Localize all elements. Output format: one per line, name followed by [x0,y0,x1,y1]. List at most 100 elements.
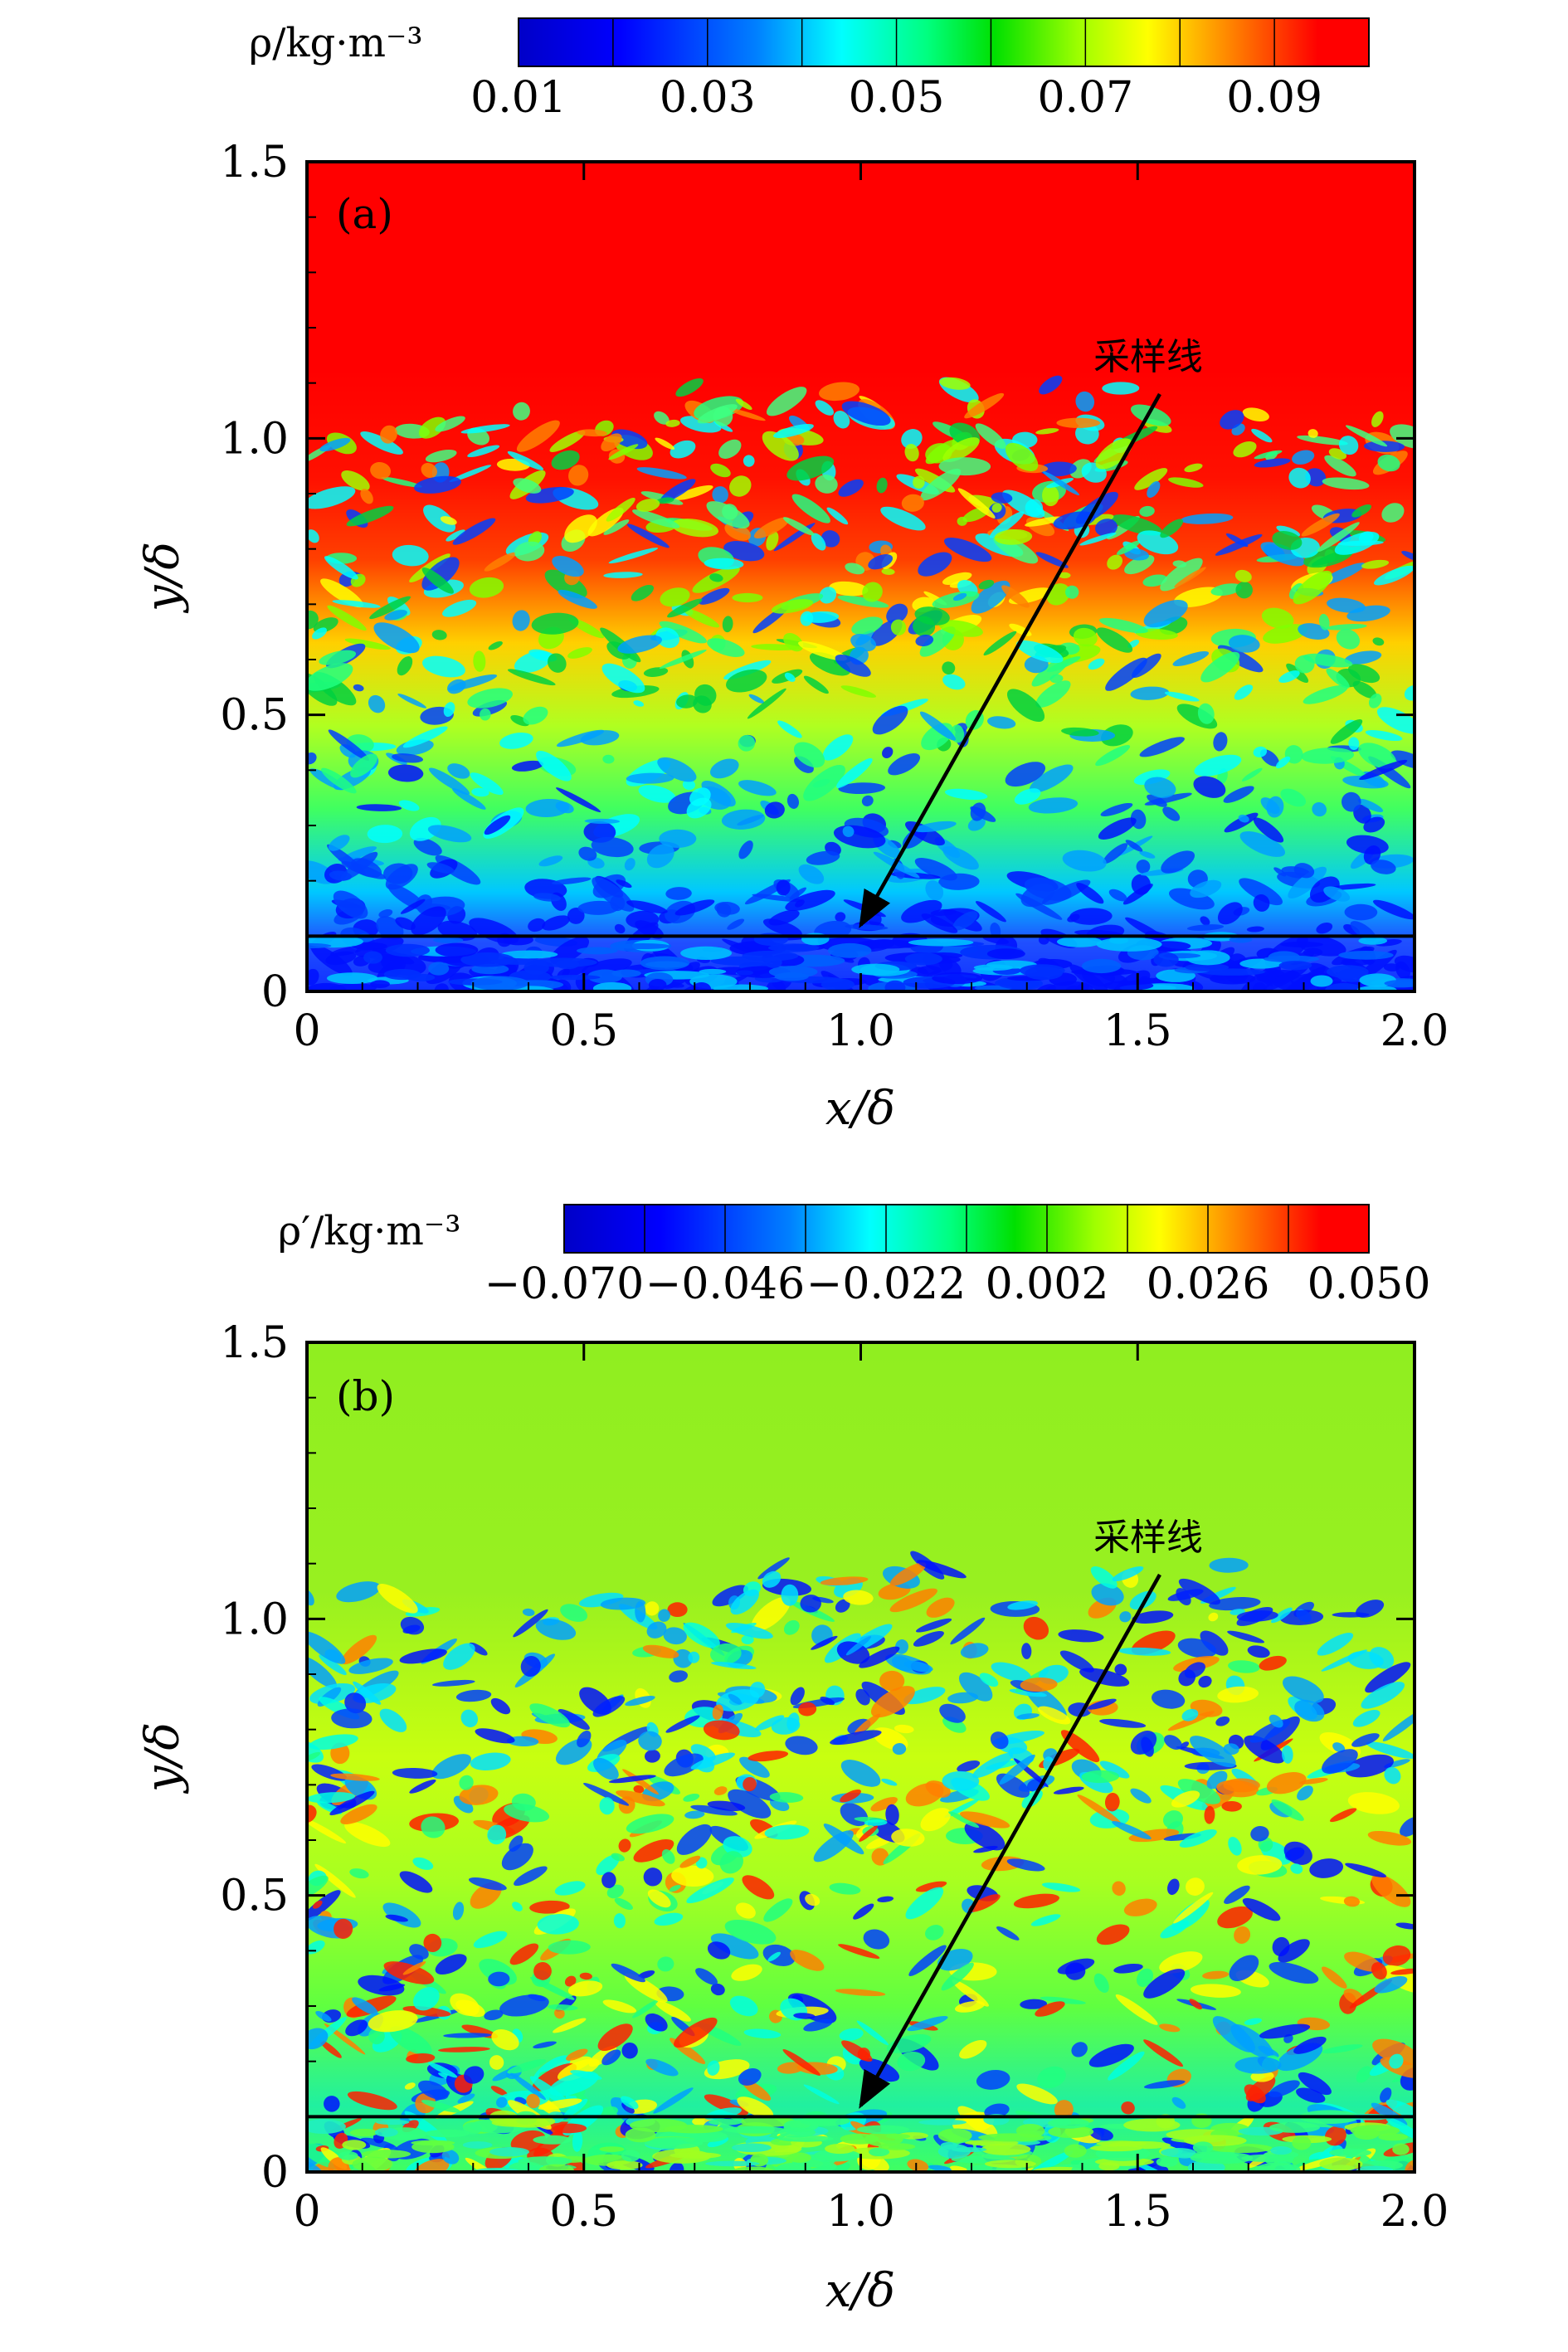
turbulent-structure [915,635,934,647]
turbulent-structure [1390,750,1415,770]
turbulent-structure [491,2028,519,2051]
turbulent-structure [1059,1650,1094,1673]
turbulent-structure [1071,2042,1088,2057]
turbulent-structure [1181,513,1234,524]
near-wall-structure [778,2127,816,2138]
turbulent-structure [350,753,377,778]
turbulent-structure [863,1929,890,1950]
turbulent-structure [1171,1899,1210,1931]
turbulent-structure [793,742,825,768]
turbulent-structure [1180,1741,1190,1750]
near-wall-structure [1392,2143,1410,2155]
turbulent-structure [1025,516,1063,527]
turbulent-structure [901,899,942,923]
turbulent-structure [596,1854,620,1876]
turbulent-structure [664,1753,704,1777]
turbulent-structure [1112,1821,1152,1840]
turbulent-structure [1107,554,1123,570]
turbulent-structure [435,416,465,432]
turbulent-structure [601,663,645,694]
turbulent-structure [356,804,402,811]
turbulent-structure [942,845,979,870]
near-wall-structure [577,947,618,955]
turbulent-structure [324,556,358,580]
x-tick-label: 2.0 [1381,1006,1449,1056]
turbulent-structure [674,2017,718,2048]
turbulent-structure [693,695,712,713]
turbulent-structure [1323,886,1351,902]
turbulent-structure [644,1749,660,1763]
turbulent-structure [368,694,386,713]
turbulent-structure [838,1944,880,1959]
turbulent-structure [1169,888,1215,910]
turbulent-structure [975,423,1006,449]
turbulent-structure [418,416,446,439]
turbulent-structure [876,477,888,494]
colorbar-tick-label: 0.07 [1037,73,1133,123]
turbulent-structure [655,627,680,649]
turbulent-structure [820,1697,835,1706]
turbulent-structure [529,1900,570,1914]
turbulent-structure [1347,1651,1384,1669]
turbulent-structure [551,450,580,470]
turbulent-structure [633,1838,674,1863]
panel-a-annotation-arrow [859,392,1161,928]
near-wall-structure [352,2156,393,2172]
near-wall-structure [1325,982,1364,991]
turbulent-structure [1118,1647,1171,1656]
turbulent-structure [1132,1610,1174,1624]
turbulent-structure [1124,554,1155,575]
turbulent-structure [313,1900,323,1909]
near-wall-structure [775,2162,812,2172]
turbulent-structure [1136,1968,1154,1987]
turbulent-structure [1025,499,1044,518]
turbulent-structure [683,1793,700,1802]
turbulent-structure [835,1989,886,1996]
turbulent-structure [1171,1790,1200,1808]
turbulent-structure [856,2020,889,2046]
turbulent-structure [1190,1984,1241,1998]
near-wall-structure [362,2150,411,2159]
near-wall-structure [856,2125,909,2135]
turbulent-structure [960,1811,1010,1829]
turbulent-structure [1190,1699,1223,1717]
turbulent-structure [551,877,592,885]
turbulent-structure [307,1656,338,1689]
turbulent-structure [751,1596,791,1632]
panel-b-label: (b) [336,1372,395,1420]
turbulent-structure [855,1688,870,1706]
turbulent-structure [608,1775,656,1784]
turbulent-structure [1229,1955,1259,1981]
turbulent-structure [593,1757,619,1780]
turbulent-structure [1090,1566,1118,1589]
turbulent-structure [1367,1830,1412,1846]
turbulent-structure [307,486,356,509]
turbulent-structure [488,1971,510,1987]
near-wall-structure [981,2143,1031,2155]
turbulent-structure [406,2053,436,2064]
turbulent-structure [1346,835,1389,855]
turbulent-structure [1223,1778,1260,1793]
turbulent-structure [991,1662,1031,1682]
turbulent-structure [766,531,779,551]
turbulent-structure [1015,893,1063,920]
turbulent-structure [307,1792,356,1804]
turbulent-structure [843,1590,874,1605]
turbulent-structure [1099,1760,1130,1779]
turbulent-structure [1193,776,1226,798]
turbulent-structure [1293,863,1315,879]
x-tick-label: 2.0 [1381,2187,1449,2237]
turbulent-structure [1099,617,1148,634]
turbulent-structure [806,850,840,865]
turbulent-structure [1385,2116,1415,2142]
turbulent-structure [1325,624,1367,631]
turbulent-structure [1173,1892,1214,1924]
turbulent-structure [553,2018,587,2033]
turbulent-structure [556,729,605,747]
turbulent-structure [1054,2100,1074,2120]
turbulent-structure [1294,1699,1325,1722]
near-wall-structure [851,963,900,976]
turbulent-structure [938,873,980,890]
turbulent-structure [800,611,814,626]
near-wall-structure [1263,955,1320,963]
